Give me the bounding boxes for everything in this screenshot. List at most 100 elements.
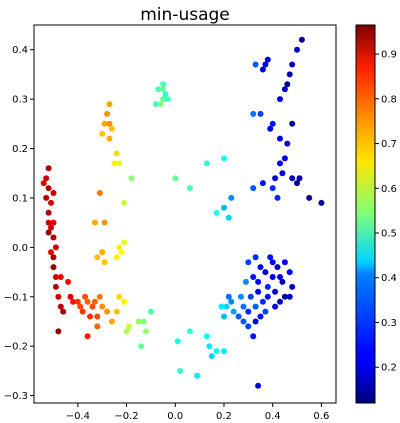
scatter-point [269, 120, 276, 127]
y-tick-label: −0.1 [4, 292, 28, 303]
scatter-point [45, 219, 52, 226]
scatter-point [113, 308, 120, 315]
scatter-point [165, 96, 171, 103]
scatter-point [45, 165, 52, 172]
scatter-point [221, 313, 227, 320]
scatter-point [294, 46, 300, 53]
scatter-point [140, 318, 147, 325]
scatter-point [221, 204, 227, 211]
scatter-point [121, 199, 128, 206]
scatter-point [284, 81, 291, 88]
scatter-point [101, 219, 108, 226]
scatter-point [203, 333, 210, 340]
scatter-point [111, 160, 118, 167]
scatter-point [77, 303, 84, 310]
scatter-point [57, 303, 64, 310]
chart-title: min-usage [140, 5, 230, 25]
scatter-point [274, 264, 281, 271]
scatter-point [281, 293, 288, 300]
scatter-point [262, 269, 269, 276]
scatter-point [279, 170, 286, 177]
scatter-point [174, 338, 181, 345]
scatter-point [50, 219, 57, 226]
colorbar-tick-label: 0.3 [381, 318, 397, 329]
scatter-point [250, 110, 257, 117]
scatter-point [87, 313, 93, 320]
scatter-point [50, 234, 57, 241]
scatter-point [245, 323, 252, 330]
scatter-point [96, 190, 103, 196]
scatter-point [48, 249, 54, 256]
scatter-point [104, 308, 111, 315]
scatter-point [113, 254, 120, 261]
scatter-point [213, 348, 220, 355]
colorbar-tick-label: 0.5 [381, 229, 397, 240]
scatter-point [206, 343, 213, 350]
scatter-point [143, 328, 149, 335]
scatter-point [274, 194, 281, 201]
scatter-point [289, 120, 296, 127]
scatter-point [252, 61, 259, 68]
scatter-point [118, 249, 125, 256]
scatter-point [91, 219, 98, 226]
scatter-point [242, 278, 249, 285]
scatter-point [121, 239, 128, 246]
scatter-point [116, 293, 123, 300]
scatter-point [247, 293, 254, 300]
scatter-point [160, 86, 167, 93]
scatter-point [250, 185, 257, 192]
scatter-point [277, 135, 283, 142]
scatter-point [223, 303, 230, 310]
scatter-point [240, 318, 247, 325]
scatter-point [267, 125, 274, 132]
scatter-point [177, 367, 184, 374]
scatter-point [252, 303, 259, 310]
colorbar-ticks: 0.2 0.3 0.4 0.5 0.6 0.7 0.8 0.9 [375, 50, 397, 374]
scatter-point [269, 274, 276, 280]
x-tick-label: −0.2 [114, 411, 138, 422]
scatter-point [245, 259, 252, 266]
scatter-point [281, 259, 288, 266]
scatter-point [57, 274, 64, 280]
scatter-point [255, 382, 262, 389]
scatter-point [272, 303, 279, 310]
x-tick-label: 0.6 [313, 411, 329, 422]
scatter-point [128, 175, 135, 182]
scatter-point [264, 293, 271, 300]
scatter-point [147, 308, 154, 315]
scatter-point [186, 185, 193, 192]
scatter-point [257, 264, 264, 271]
scatter-point [84, 298, 91, 305]
scatter-point [50, 190, 57, 196]
scatter-point [289, 175, 296, 182]
scatter-point [45, 185, 52, 192]
scatter-point [225, 214, 232, 221]
plot-frame [33, 24, 337, 404]
scatter-point [160, 81, 167, 88]
scatter-point [67, 293, 74, 300]
scatter-point [252, 254, 259, 261]
colorbar-tick-label: 0.9 [381, 50, 397, 61]
scatter-point [186, 328, 193, 335]
x-tick-label: 0.0 [167, 411, 183, 422]
scatter-point [106, 101, 113, 108]
scatter-point [289, 283, 296, 290]
scatter-point [252, 318, 259, 325]
scatter-point [262, 61, 269, 68]
scatter-point [255, 278, 262, 285]
scatter-point [106, 135, 113, 142]
scatter-point [104, 110, 111, 117]
scatter-point [70, 298, 76, 305]
scatter-point [79, 308, 86, 315]
scatter-point [48, 224, 54, 231]
scatter-point [245, 308, 252, 315]
scatter-point [286, 293, 293, 300]
scatter-point [218, 303, 225, 310]
scatter-point [250, 333, 257, 340]
scatter-point [126, 323, 132, 330]
x-tick-label: −0.4 [66, 411, 90, 422]
scatter-point [82, 293, 89, 300]
scatter-point [284, 140, 291, 147]
scatter-point [228, 298, 235, 305]
